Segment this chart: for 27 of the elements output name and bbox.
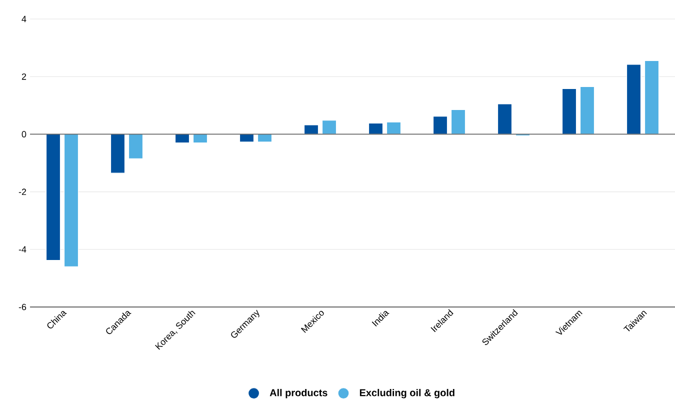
bar <box>304 124 319 134</box>
legend-label: Excluding oil & gold <box>360 388 454 398</box>
bar <box>562 88 577 134</box>
bar <box>386 122 402 134</box>
bar <box>626 64 642 134</box>
bar <box>257 134 272 142</box>
y-tick-label: -6 <box>18 304 26 310</box>
bar <box>239 134 254 142</box>
bar <box>46 134 61 261</box>
bar <box>497 104 512 134</box>
legend-label: All products <box>270 388 328 398</box>
bar <box>64 134 79 267</box>
bar <box>644 60 660 134</box>
bar <box>128 134 144 159</box>
bar <box>174 134 190 144</box>
bar <box>432 116 448 134</box>
bar <box>322 120 337 134</box>
y-tick-label: 4 <box>22 16 26 22</box>
y-tick-label: -4 <box>18 246 26 252</box>
bar <box>450 109 466 134</box>
bar <box>192 134 208 144</box>
y-tick-label: 2 <box>22 73 26 80</box>
bar <box>580 86 595 134</box>
y-tick-label: 0 <box>22 131 26 138</box>
y-tick-label: -2 <box>18 188 26 195</box>
bar <box>368 122 384 134</box>
bar <box>110 134 126 174</box>
